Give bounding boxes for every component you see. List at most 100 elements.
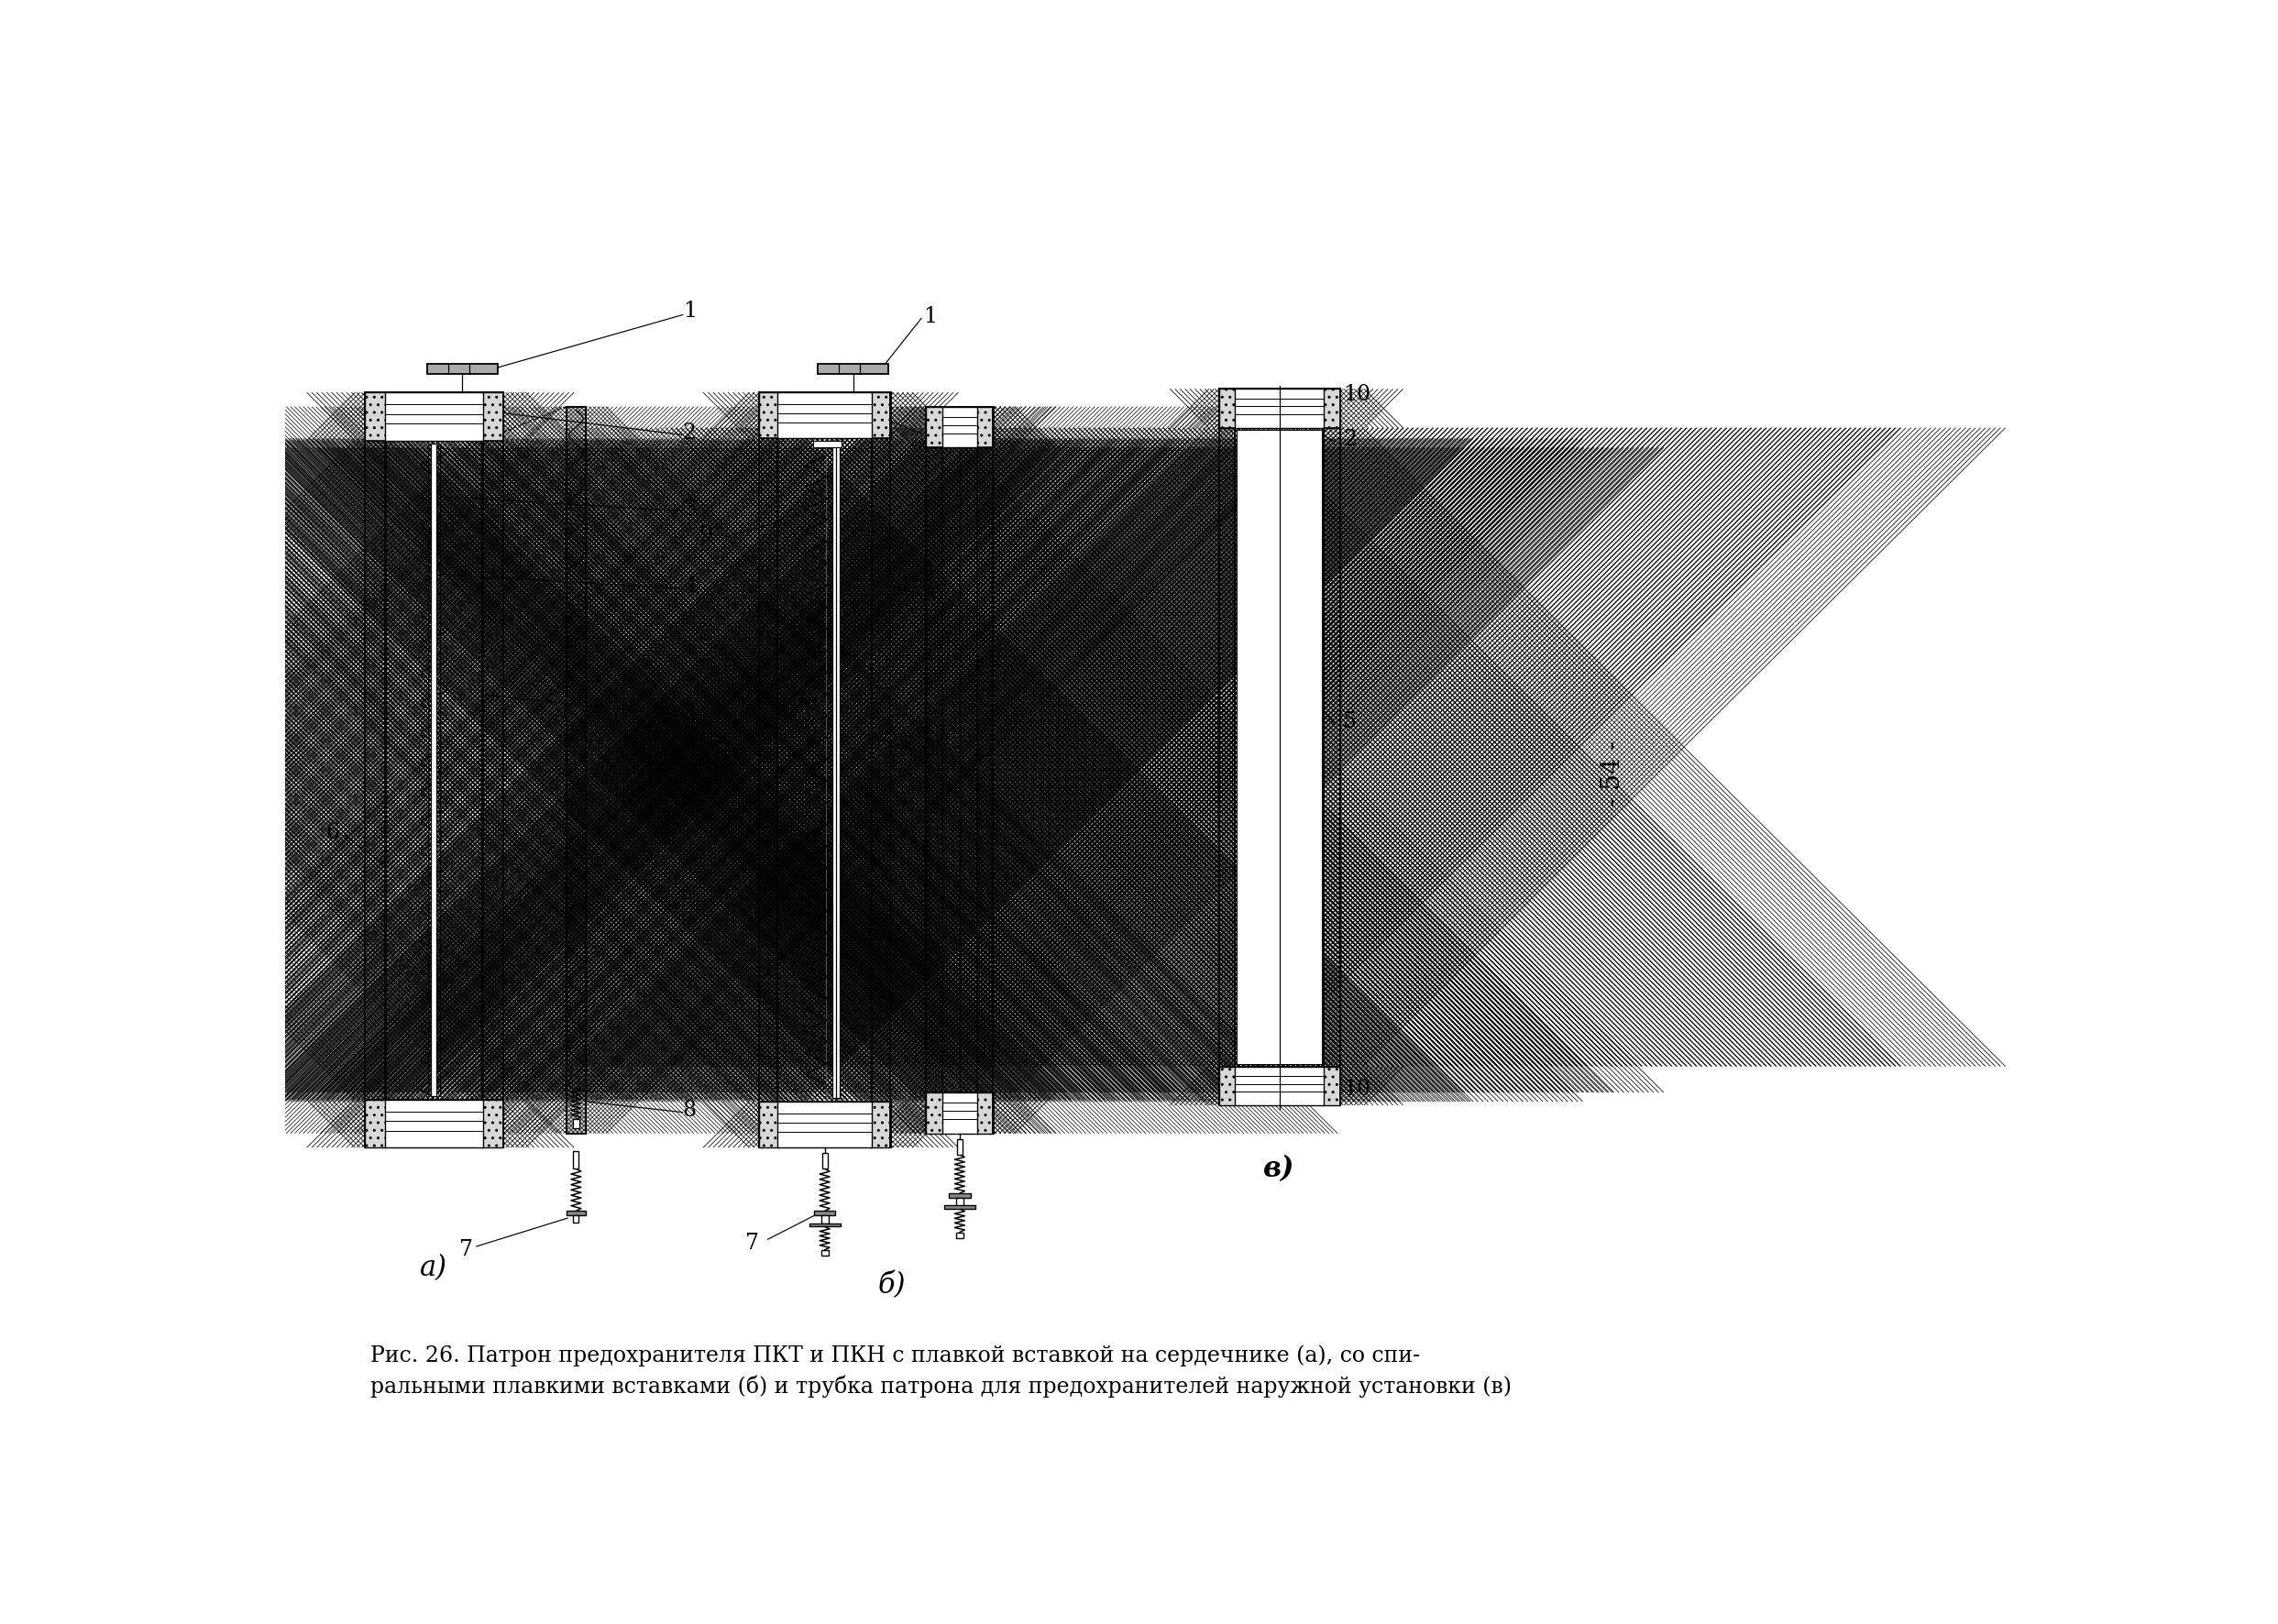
Bar — [872, 438, 891, 1101]
Bar — [1219, 1067, 1339, 1106]
Bar — [1235, 1067, 1324, 1106]
Bar — [1235, 388, 1324, 427]
Text: 7: 7 — [745, 1233, 759, 1254]
Bar — [567, 406, 585, 1134]
Bar — [927, 406, 993, 448]
Bar — [364, 1099, 503, 1148]
Bar — [927, 1093, 993, 1134]
Bar — [820, 1215, 829, 1224]
Bar — [927, 448, 941, 1093]
Bar — [927, 406, 993, 448]
Bar — [385, 1099, 483, 1148]
Bar — [777, 393, 872, 438]
Text: б): б) — [879, 1272, 907, 1299]
Text: 5: 5 — [1344, 711, 1358, 732]
Bar — [481, 1099, 503, 1148]
Bar — [426, 364, 499, 374]
Bar — [567, 406, 585, 1134]
Text: 2: 2 — [1344, 429, 1358, 450]
Text: 10: 10 — [1344, 1078, 1371, 1099]
Bar — [941, 406, 977, 448]
Bar — [1219, 427, 1235, 1067]
Text: ральными плавкими вставками (б) и трубка патрона для предохранителей наружной ус: ральными плавкими вставками (б) и трубка… — [369, 1376, 1510, 1397]
Bar — [364, 393, 503, 440]
Bar — [1324, 427, 1339, 1067]
Bar — [977, 448, 993, 1093]
Text: 3: 3 — [683, 499, 697, 520]
Bar — [574, 1151, 579, 1169]
Text: в): в) — [1264, 1155, 1296, 1182]
Bar — [364, 440, 385, 1099]
Bar — [977, 448, 993, 1093]
Text: а): а) — [419, 1254, 449, 1281]
Bar — [957, 1138, 964, 1155]
Text: 4: 4 — [923, 581, 936, 603]
Text: 2: 2 — [923, 421, 936, 442]
Bar — [975, 1093, 993, 1134]
Bar — [759, 1101, 891, 1148]
Bar — [759, 393, 891, 438]
Text: 10: 10 — [1344, 383, 1371, 404]
Bar — [941, 448, 977, 1093]
Text: 8: 8 — [683, 1099, 697, 1121]
Bar — [820, 1250, 829, 1255]
Bar — [567, 406, 585, 1134]
Bar — [1324, 388, 1339, 427]
Bar — [759, 1101, 891, 1148]
Bar — [567, 1212, 585, 1215]
Bar — [1219, 388, 1237, 427]
Bar — [364, 440, 385, 1099]
Bar — [777, 1101, 872, 1148]
Bar — [957, 1233, 964, 1237]
Bar — [385, 393, 483, 440]
Text: 6: 6 — [923, 934, 936, 955]
Bar — [385, 393, 483, 440]
Bar — [1219, 388, 1339, 427]
Text: - 54 -: - 54 - — [1601, 741, 1626, 807]
Bar — [822, 1153, 827, 1169]
Bar — [1324, 1067, 1339, 1106]
Text: 1: 1 — [923, 305, 936, 326]
Bar — [1235, 1067, 1324, 1106]
Bar — [364, 393, 503, 440]
Text: Рис. 26. Патрон предохранителя ПКТ и ПКН с плавкой вставкой на сердечнике (а), с: Рис. 26. Патрон предохранителя ПКТ и ПКН… — [369, 1345, 1419, 1367]
Bar — [483, 440, 503, 1099]
Bar — [818, 364, 888, 374]
Bar — [950, 1194, 970, 1197]
Text: 2: 2 — [683, 422, 697, 443]
Bar — [385, 1099, 483, 1148]
Bar — [941, 1093, 977, 1134]
Text: 5: 5 — [923, 739, 936, 760]
Bar — [777, 438, 872, 1101]
Bar — [385, 440, 483, 1099]
Bar — [1219, 427, 1235, 1067]
Text: 4: 4 — [683, 577, 697, 598]
Bar — [957, 1197, 964, 1207]
Bar — [574, 1215, 579, 1223]
Bar — [870, 1101, 891, 1148]
Bar — [941, 1093, 977, 1134]
Bar — [777, 393, 872, 438]
Bar — [759, 438, 777, 1101]
Bar — [813, 440, 843, 448]
Bar — [1219, 1067, 1339, 1106]
Bar — [941, 406, 977, 448]
Bar — [813, 1212, 836, 1215]
Bar — [364, 1099, 503, 1148]
Bar — [431, 443, 437, 1096]
Bar — [1235, 388, 1324, 427]
Bar — [1219, 388, 1339, 427]
Bar — [927, 406, 943, 448]
Bar — [777, 1101, 872, 1148]
Bar — [831, 442, 841, 1098]
Bar — [481, 393, 503, 440]
Bar — [1219, 1067, 1237, 1106]
Bar — [870, 393, 891, 438]
Bar — [927, 1093, 943, 1134]
Bar — [927, 448, 941, 1093]
Bar — [759, 393, 779, 438]
Text: 1: 1 — [683, 300, 697, 322]
Text: 5: 5 — [683, 703, 697, 724]
Bar — [759, 1101, 779, 1148]
Bar — [927, 1093, 993, 1134]
